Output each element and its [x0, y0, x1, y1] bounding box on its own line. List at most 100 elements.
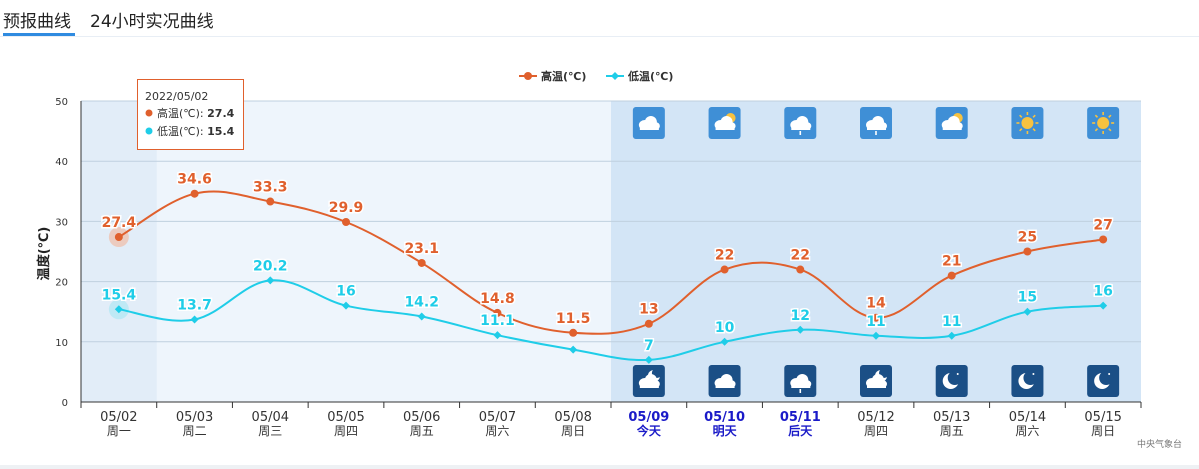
data-point — [947, 271, 956, 280]
tab-bar: 预报曲线 24小时实况曲线 — [0, 0, 1199, 37]
chart-credit: 中央气象台 — [1137, 438, 1182, 450]
x-weekday-label: 周日 — [561, 424, 585, 438]
data-point — [569, 345, 578, 354]
tooltip-low: 低温(℃): 15.4 — [157, 125, 235, 138]
icon-ray — [1019, 128, 1023, 132]
data-label: 23.1 — [404, 241, 439, 257]
tooltip-high-marker — [145, 109, 153, 117]
x-tick-label: 05/07 — [479, 410, 516, 425]
data-label: 11 — [942, 314, 961, 330]
data-point — [493, 331, 502, 340]
data-label: 13.7 — [177, 298, 212, 314]
data-label: 11.1 — [480, 313, 515, 329]
y-tick-label: 10 — [55, 338, 68, 349]
icon-star — [1032, 373, 1035, 375]
icon-cloud — [639, 125, 659, 130]
x-weekday-label: 周四 — [334, 424, 358, 438]
y-tick-label: 0 — [62, 398, 68, 409]
icon-ray — [1032, 114, 1036, 118]
x-tick-label: 05/06 — [403, 410, 440, 425]
clear-night-icon — [935, 365, 968, 397]
x-weekday-label: 周四 — [864, 424, 888, 438]
x-weekday-label: 周五 — [940, 424, 964, 438]
x-tick-label: 05/04 — [252, 410, 289, 425]
data-label: 25 — [1018, 230, 1037, 246]
data-label: 7 — [644, 338, 654, 354]
data-point — [417, 258, 426, 267]
icon-moon-cut — [1099, 371, 1114, 385]
icon-cloud — [715, 383, 735, 388]
x-weekday-label: 周六 — [1015, 424, 1039, 438]
icon-cloud — [715, 125, 735, 130]
data-label: 29.9 — [329, 200, 364, 216]
data-point — [720, 265, 729, 274]
data-label: 16 — [1093, 284, 1112, 300]
partly-cloudy-day-icon — [708, 107, 741, 139]
partly-cloudy-night-icon — [632, 365, 665, 397]
data-point — [569, 328, 578, 337]
rain-cloud-icon — [860, 107, 892, 139]
x-weekday-label: 周日 — [1091, 424, 1115, 438]
x-tick-label: 05/15 — [1084, 410, 1121, 425]
icon-cloud — [942, 125, 962, 130]
data-point — [796, 265, 805, 274]
icon-ray — [1094, 128, 1099, 132]
data-label: 27 — [1093, 217, 1112, 233]
y-tick-label: 40 — [55, 157, 68, 168]
data-point — [644, 355, 653, 364]
icon-sun — [1021, 117, 1034, 129]
icon-cloud — [791, 383, 811, 388]
data-point — [342, 218, 350, 227]
tab-forecast-curve[interactable]: 预报曲线 — [3, 12, 71, 32]
tooltip-date: 2022/05/02 — [145, 90, 208, 103]
tooltip-high: 高温(℃): 27.4 — [157, 106, 235, 120]
data-point — [644, 319, 653, 328]
tab-24h-observed-curve[interactable]: 24小时实况曲线 — [90, 12, 214, 32]
data-label: 21 — [942, 254, 961, 270]
cloudy-icon — [632, 107, 665, 139]
y-axis-label: 温度(℃) — [36, 227, 52, 281]
legend-label: 高温(℃) — [541, 69, 586, 83]
data-label: 15.4 — [102, 287, 137, 303]
data-label: 22 — [791, 248, 810, 264]
x-weekday-label: 周五 — [410, 424, 434, 438]
data-point — [417, 312, 426, 321]
icon-sun — [1097, 117, 1110, 129]
active-tab-indicator — [3, 33, 75, 36]
data-point — [190, 315, 199, 324]
icon-moon-cut — [1023, 371, 1038, 385]
data-point — [266, 276, 275, 285]
y-tick-label: 20 — [55, 278, 68, 289]
x-weekday-label: 明天 — [713, 424, 738, 438]
legend-label: 低温(℃) — [627, 69, 673, 83]
x-weekday-label: 周一 — [107, 424, 131, 438]
sunny-icon — [1011, 107, 1044, 139]
data-label: 33.3 — [253, 180, 288, 196]
data-label: 20.2 — [253, 258, 288, 274]
data-point — [1099, 235, 1108, 244]
forecast-band — [611, 101, 1141, 402]
series-line — [118, 190, 1104, 335]
x-tick-label: 05/14 — [1009, 410, 1046, 425]
data-label: 14.8 — [480, 291, 515, 307]
legend: 高温(℃) 低温(℃) — [519, 69, 673, 83]
icon-moon-cut — [947, 371, 962, 385]
data-point — [114, 233, 123, 242]
sunny-icon — [1087, 107, 1120, 139]
tooltip-low-marker — [145, 127, 153, 135]
x-weekday-label: 今天 — [636, 423, 662, 438]
bottom-divider — [0, 465, 1199, 469]
icon-ray — [1019, 114, 1023, 118]
x-weekday-label: 周六 — [485, 424, 509, 438]
data-label: 12 — [791, 308, 810, 324]
data-point — [796, 325, 805, 334]
tooltip-box — [137, 79, 244, 150]
rain-cloud-icon — [784, 107, 817, 139]
clear-night-icon — [1087, 365, 1120, 397]
data-label: 27.4 — [102, 215, 137, 231]
icon-cloud — [867, 125, 886, 130]
icon-ray — [1032, 128, 1036, 132]
icon-star — [956, 373, 959, 375]
icon-star — [1108, 373, 1111, 375]
